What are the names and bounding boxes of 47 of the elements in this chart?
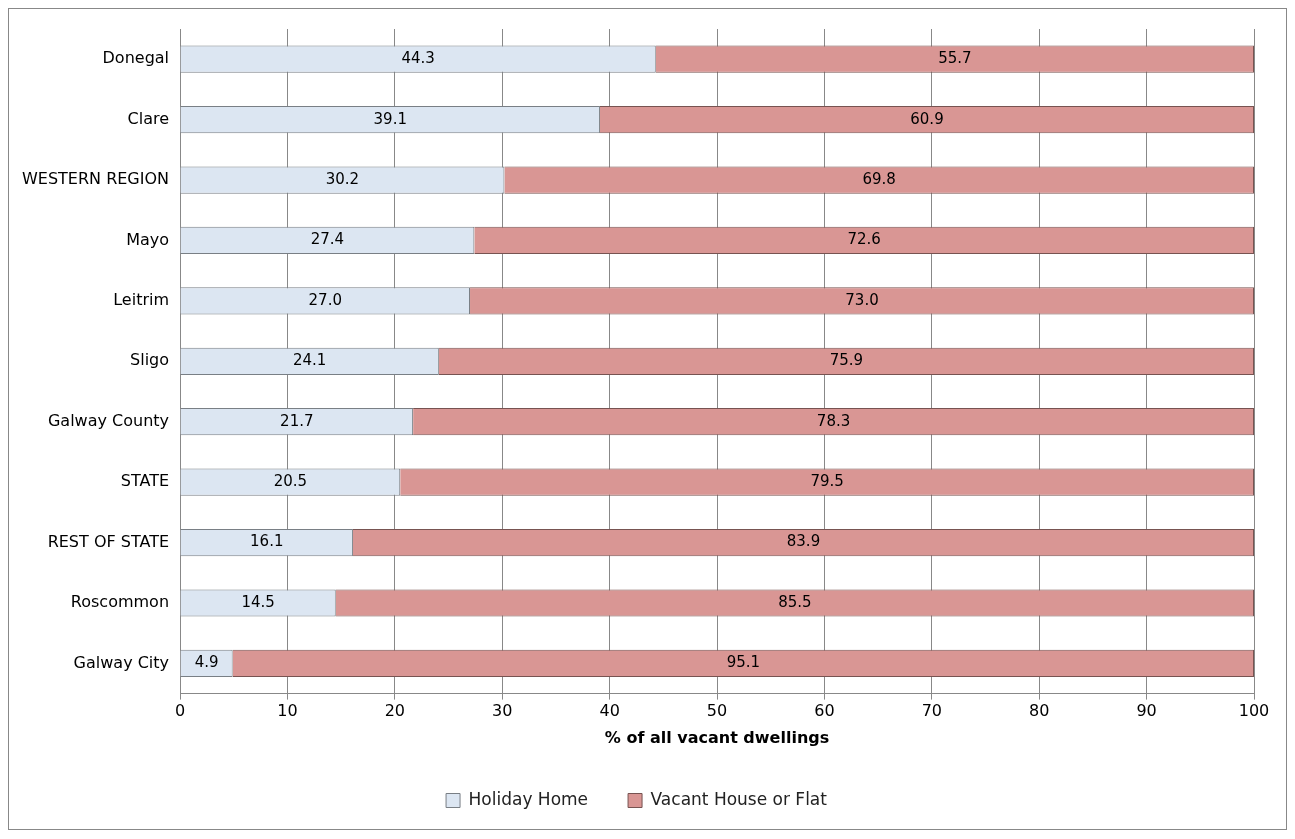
data-label: 83.9 (786, 532, 821, 551)
x-tick-label: 30 (492, 701, 513, 721)
data-label: 73.0 (845, 290, 879, 309)
x-tick-label: 70 (921, 701, 942, 721)
x-tick-label: 80 (1029, 701, 1050, 721)
y-tick-label: Galway City (73, 652, 170, 672)
data-label: 27.0 (308, 290, 342, 309)
y-tick-label: Roscommon (70, 592, 170, 612)
data-label: 27.4 (310, 230, 345, 249)
data-label: 72.6 (847, 230, 881, 249)
data-label: 85.5 (778, 592, 812, 611)
legend-label: Vacant House or Flat (650, 788, 828, 809)
y-tick-label: Leitrim (113, 290, 170, 310)
x-tick-label: 90 (1136, 701, 1157, 721)
data-label: 30.2 (325, 169, 360, 188)
data-label: 79.5 (810, 472, 844, 491)
x-tick-label: 100 (1238, 701, 1270, 721)
data-label: 95.1 (726, 653, 761, 672)
data-label: 14.5 (241, 592, 275, 611)
y-tick-label: Donegal (102, 48, 170, 68)
x-tick-label: 60 (814, 701, 835, 721)
y-tick-label: WESTERN REGION (22, 169, 170, 189)
y-tick-label: Clare (127, 108, 170, 128)
y-tick-label: STATE (120, 471, 170, 491)
legend-label: Holiday Home (468, 788, 589, 809)
x-tick-label: 10 (277, 701, 298, 721)
data-label: 55.7 (938, 49, 972, 68)
data-label: 60.9 (910, 109, 944, 128)
data-label: 75.9 (829, 351, 864, 370)
x-tick-label: 50 (706, 701, 728, 721)
x-axis-title: % of all vacant dwellings (604, 727, 830, 747)
data-label: 24.1 (293, 351, 327, 370)
data-label: 21.7 (280, 411, 314, 430)
data-label: 20.5 (273, 472, 308, 491)
data-label: 39.1 (373, 109, 407, 128)
y-tick-label: Sligo (130, 350, 170, 370)
x-tick-label: 0 (174, 701, 186, 721)
x-tick-label: 40 (599, 701, 620, 721)
data-label: 44.3 (401, 49, 435, 68)
y-tick-label: REST OF STATE (47, 531, 170, 551)
x-tick-label: 20 (384, 701, 406, 721)
data-label: 16.1 (250, 532, 284, 551)
y-tick-label: Mayo (126, 229, 170, 249)
data-label: 4.9 (194, 653, 219, 672)
data-label: 69.8 (862, 169, 896, 188)
data-label: 78.3 (816, 411, 851, 430)
y-tick-label: Galway County (47, 410, 170, 430)
